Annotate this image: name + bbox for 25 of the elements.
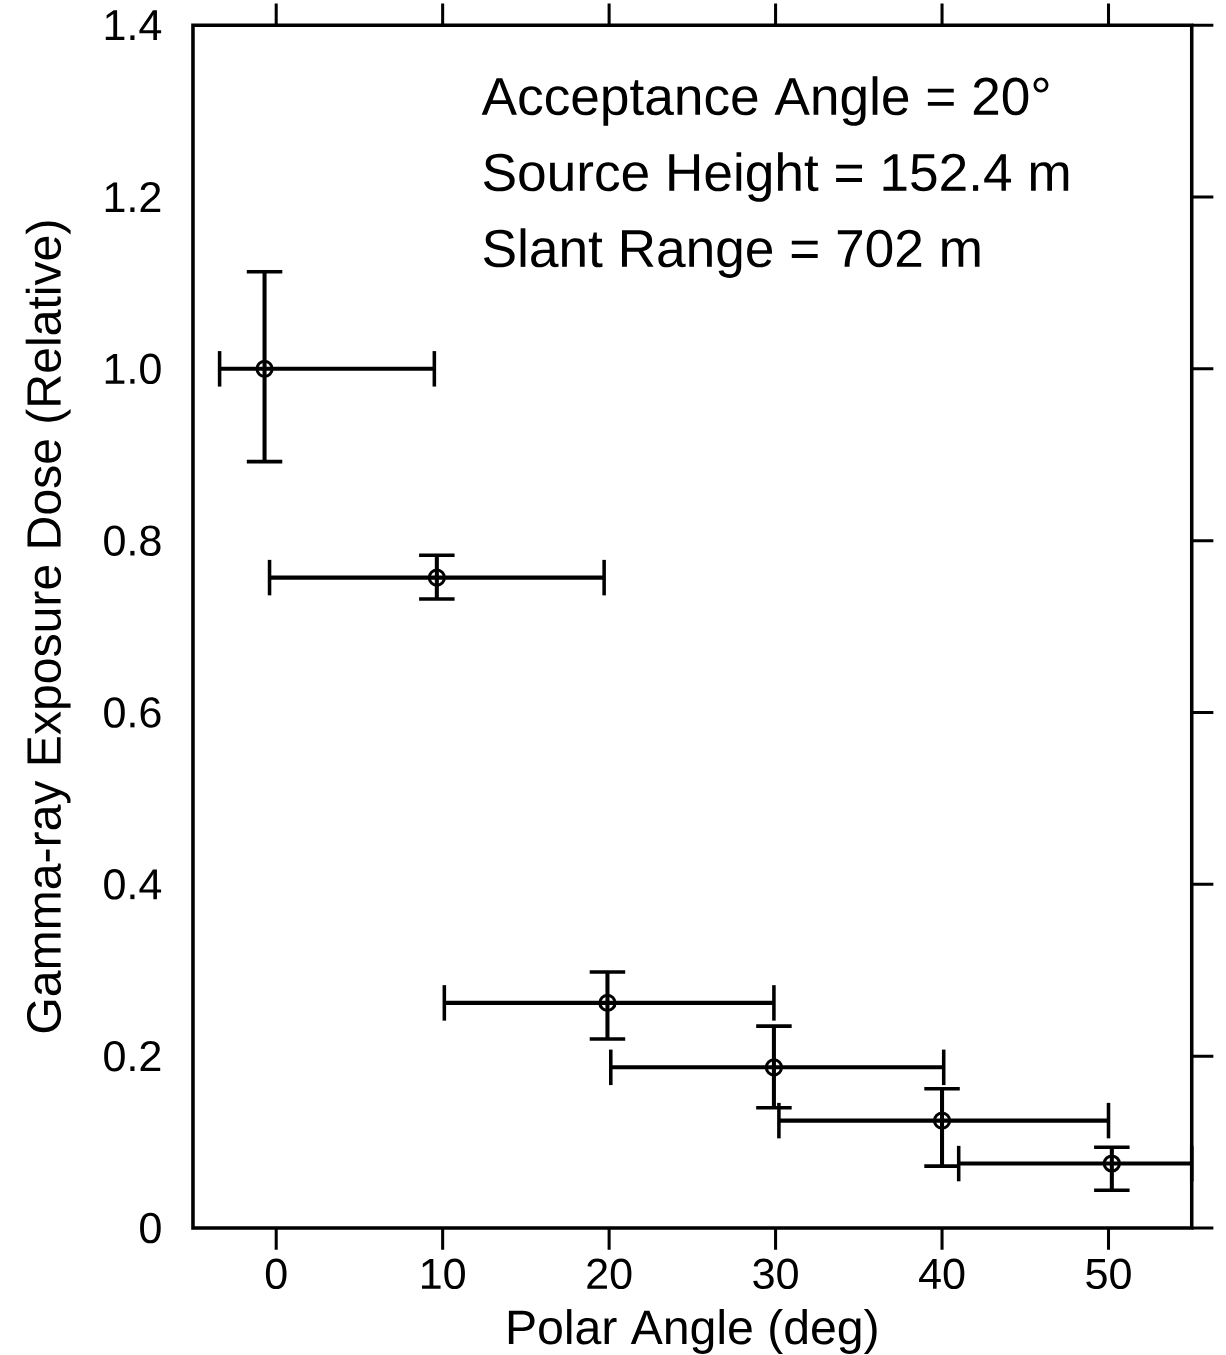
- y-tick-label: 0.4: [104, 869, 162, 900]
- x-axis-title: Polar Angle (deg): [508, 1309, 877, 1354]
- y-tick-label: 0.6: [104, 697, 161, 728]
- point: [598, 993, 617, 1013]
- y-tick-label: 1.4: [105, 10, 162, 40]
- x-tick-label: 30: [753, 1258, 798, 1290]
- point: [764, 1058, 784, 1077]
- annotation: Slant Range = 702 m: [484, 228, 980, 278]
- x-tick-label: 40: [919, 1258, 965, 1290]
- point: [255, 359, 274, 378]
- y-tick-label: 0: [140, 1212, 161, 1244]
- y-axis-title: Gamma-ray Exposure Dose (Relative): [25, 221, 71, 1033]
- y-tick-label: 1.0: [105, 353, 161, 385]
- annotation: Acceptance Angle = 20°: [481, 76, 1049, 126]
- annotation: Source Height = 152.4 m: [484, 152, 1069, 202]
- point: [1102, 1154, 1122, 1173]
- y-tick-label: 1.2: [105, 181, 161, 213]
- x-tick-label: 20: [587, 1258, 632, 1290]
- y-tick-label: 0.2: [104, 1040, 161, 1072]
- x-tick-label: 0: [265, 1258, 287, 1290]
- x-tick-label: 10: [422, 1258, 465, 1290]
- point: [932, 1111, 952, 1130]
- point: [427, 568, 446, 587]
- x-tick-label: 50: [1086, 1258, 1131, 1290]
- y-tick-label: 0.8: [104, 525, 161, 556]
